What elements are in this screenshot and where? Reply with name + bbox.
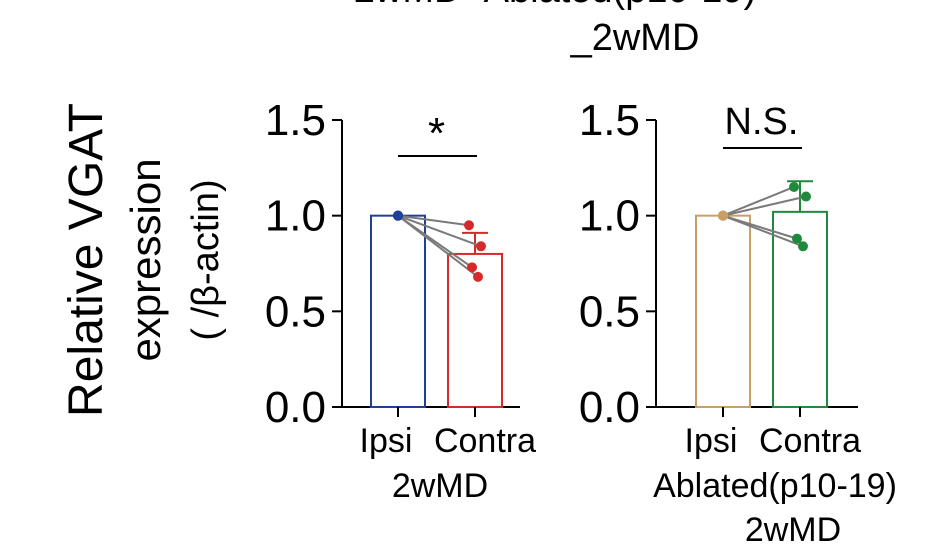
y-tick-label: 0.0	[579, 383, 640, 432]
data-point-contra	[476, 241, 486, 252]
panel-2wMD: 1.5 1.0 0.5 0.0 Ipsi Contra * 2wMD	[265, 96, 536, 505]
y-tick-label: 1.0	[265, 192, 326, 241]
y-tick-label: 0.5	[265, 287, 326, 336]
pair-line	[722, 186, 795, 217]
y-axis-label-line2: expression	[122, 158, 169, 361]
bar-ipsi	[695, 214, 751, 408]
y-axis-label-line1: Relative VGAT	[60, 103, 113, 417]
data-point-contra	[467, 262, 477, 273]
x-tick-label-ipsi: Ipsi	[360, 422, 413, 460]
pair-line	[397, 214, 479, 278]
y-axis-label-line3: ( /β-actin)	[185, 179, 227, 340]
group-label: 2wMD	[392, 467, 488, 505]
bar-ipsi	[370, 214, 426, 408]
data-point-contra	[801, 191, 811, 202]
pair-line	[397, 214, 470, 227]
data-point-contra	[798, 241, 808, 252]
panel-ablated-2wMD: 1.5 1.0 0.5 0.0 Ipsi Contra N.S. Ablated(p10-19…	[579, 96, 897, 549]
group-label: 2wMD	[745, 511, 841, 549]
data-point-contra	[792, 233, 802, 244]
data-point-contra	[789, 181, 799, 192]
data-point-ipsi	[718, 210, 728, 221]
x-tick-label-contra: Contra	[759, 422, 861, 460]
significance-label: *	[428, 109, 445, 158]
data-point-ipsi	[393, 210, 403, 221]
chart-title-line1: 2wMD+Ablated(p10-19)	[354, 0, 756, 11]
y-tick-label: 0.0	[265, 383, 326, 432]
pair-line	[722, 195, 807, 217]
y-tick-label: 1.0	[579, 192, 640, 241]
data-point-contra	[473, 271, 483, 282]
y-tick-label: 0.5	[579, 287, 640, 336]
data-point-contra	[464, 220, 474, 231]
group-label: Ablated(p10-19)	[653, 467, 897, 505]
y-tick-label: 1.5	[579, 96, 640, 145]
pair-line	[397, 214, 482, 248]
chart-title-line2: _2wMD	[570, 17, 700, 59]
significance-label: N.S.	[725, 101, 799, 143]
x-tick-label-ipsi: Ipsi	[685, 422, 738, 460]
pair-line	[722, 214, 804, 248]
x-tick-label-contra: Contra	[434, 422, 536, 460]
y-tick-label: 1.5	[265, 96, 326, 145]
